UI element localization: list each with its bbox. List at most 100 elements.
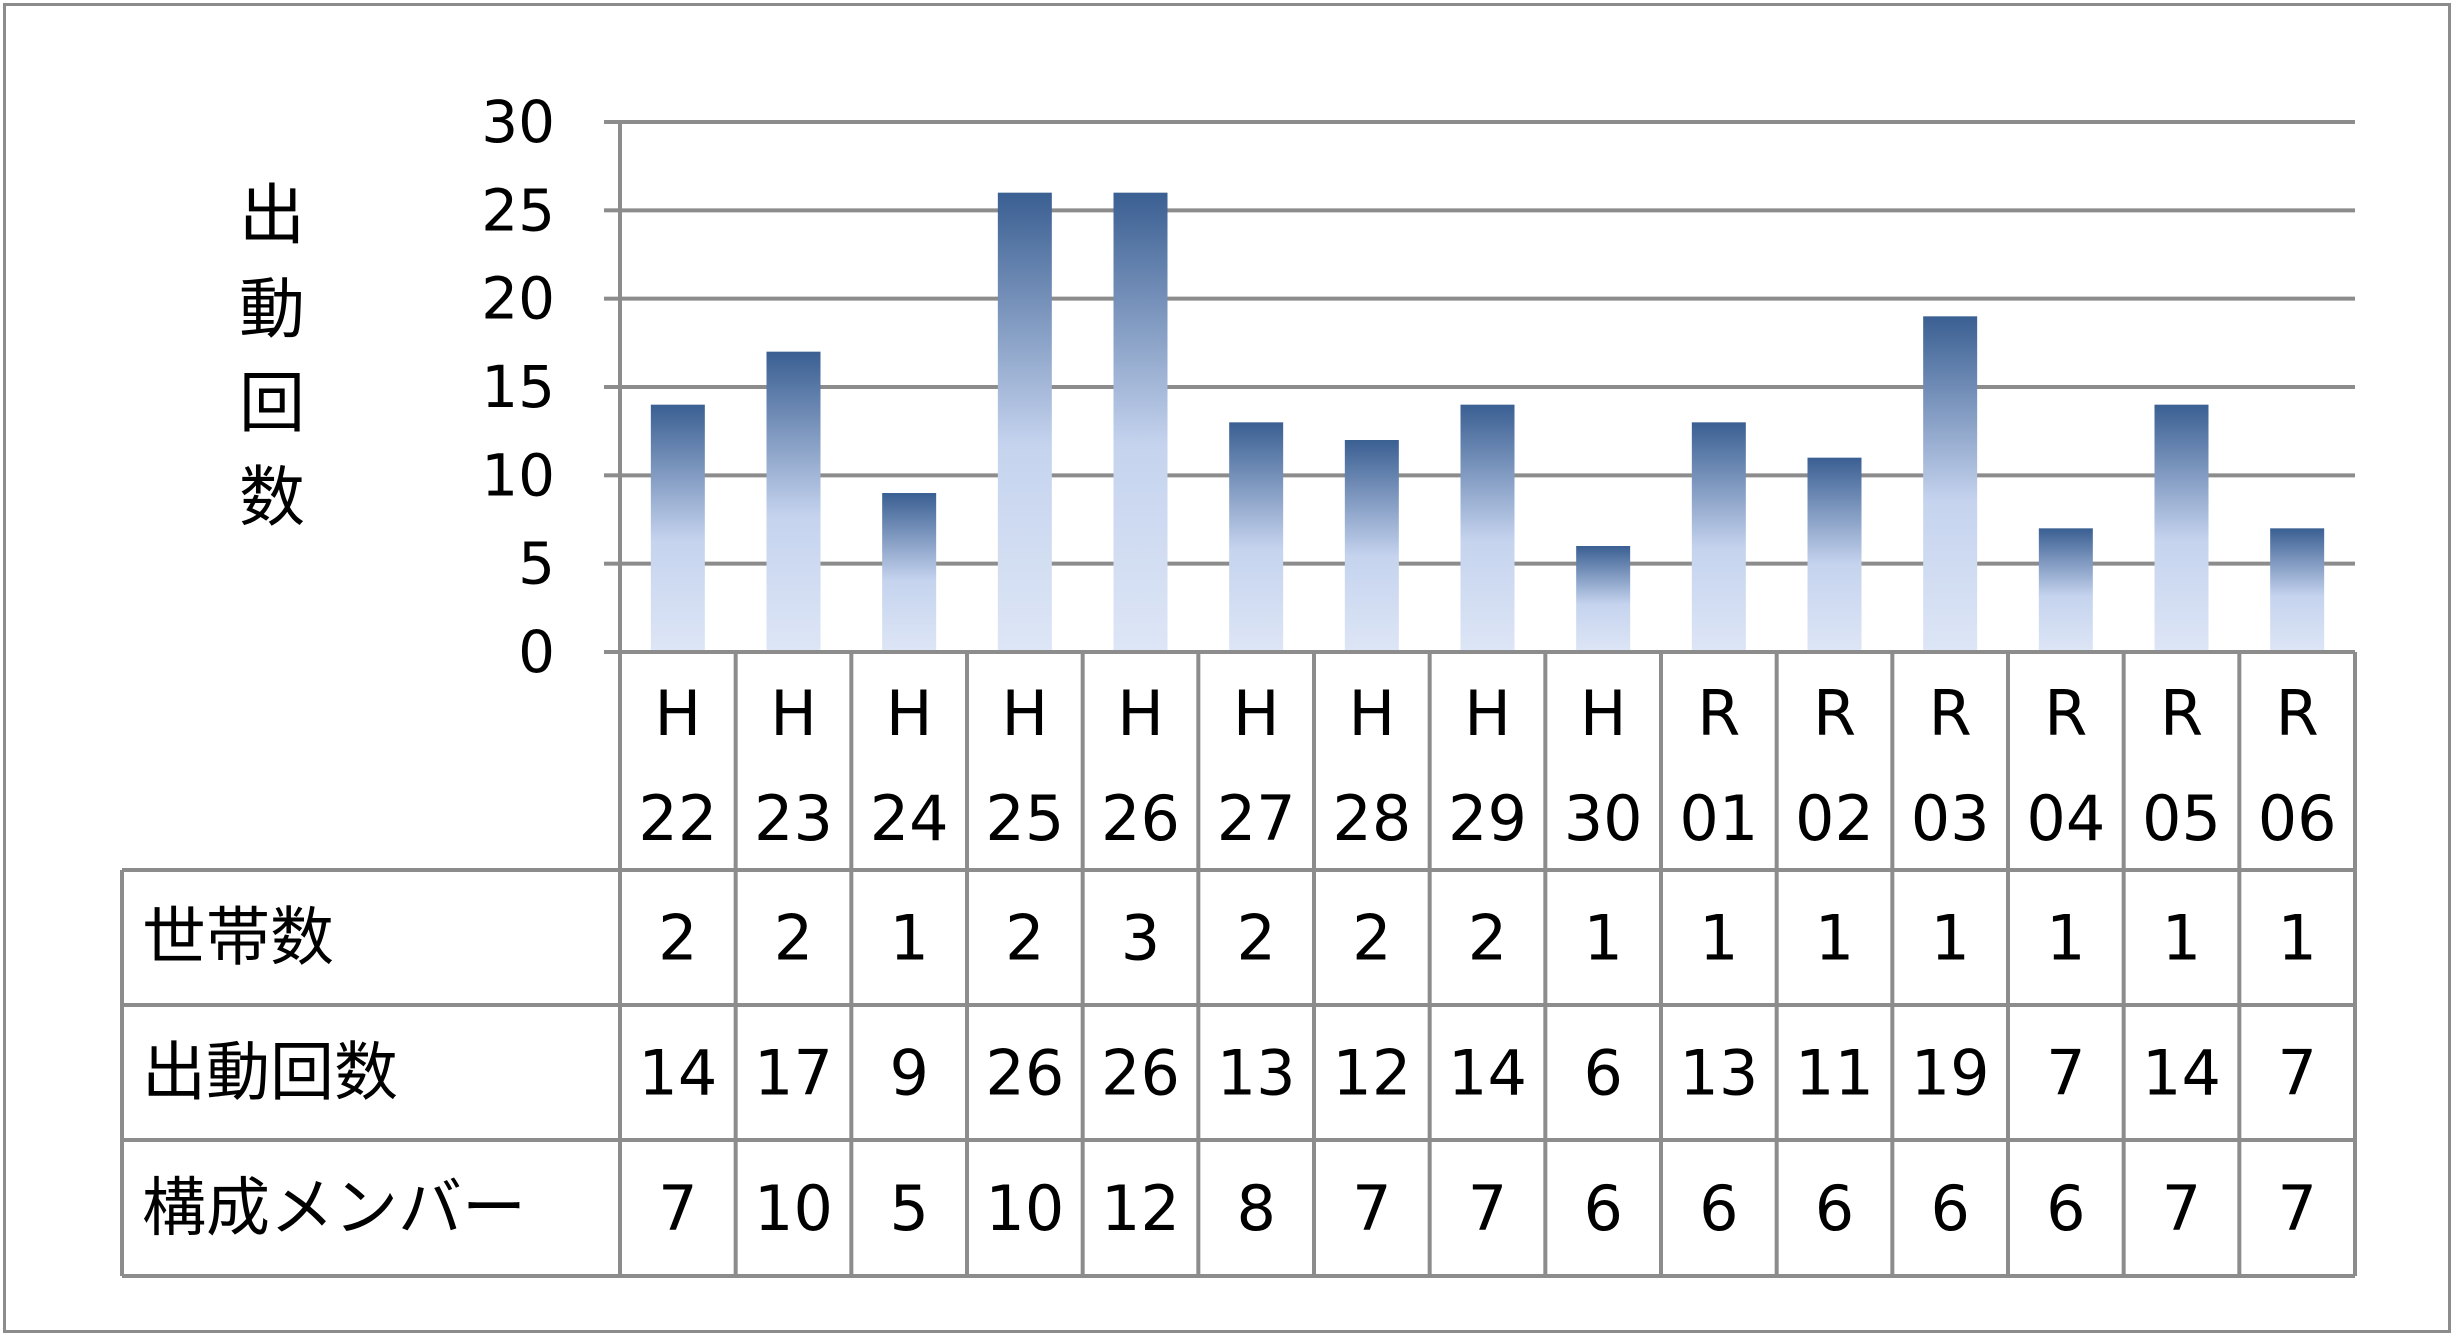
table-cell: 1 xyxy=(1583,902,1622,975)
x-tick-label: R xyxy=(2044,677,2087,750)
x-tick-label: 04 xyxy=(2026,782,2105,855)
x-tick-label: 23 xyxy=(754,782,833,855)
x-tick-label: R xyxy=(2160,677,2203,750)
bar xyxy=(1344,440,1399,652)
table-row-label: 構成メンバー xyxy=(142,1172,526,1246)
table-cell: 7 xyxy=(2046,1037,2085,1110)
y-tick-label: 30 xyxy=(481,88,555,156)
y-tick-label: 10 xyxy=(481,441,555,509)
bar xyxy=(997,192,1052,652)
bar xyxy=(2154,404,2209,652)
bar xyxy=(2038,528,2093,652)
table-cell: 11 xyxy=(1795,1037,1874,1110)
x-tick-label: 06 xyxy=(2258,782,2337,855)
table-cell: 7 xyxy=(658,1172,697,1245)
bar xyxy=(2270,528,2325,652)
x-tick-label: 30 xyxy=(1564,782,1643,855)
bar xyxy=(1113,192,1168,652)
table-cell: 26 xyxy=(1101,1037,1180,1110)
table-cell: 1 xyxy=(1930,902,1969,975)
x-tick-label: H xyxy=(1349,677,1396,750)
table-cell: 7 xyxy=(2277,1172,2316,1245)
y-tick-label: 0 xyxy=(518,618,555,686)
x-tick-label: R xyxy=(1813,677,1856,750)
y-tick-label: 15 xyxy=(481,353,555,421)
x-tick-label: 28 xyxy=(1332,782,1411,855)
table-cell: 26 xyxy=(985,1037,1064,1110)
table-cell: 2 xyxy=(1468,902,1507,975)
y-tick-label: 25 xyxy=(481,176,555,244)
table-cell: 6 xyxy=(1699,1172,1738,1245)
bar xyxy=(1807,457,1862,652)
table-cell: 6 xyxy=(2046,1172,2085,1245)
table-cell: 2 xyxy=(1236,902,1275,975)
bar xyxy=(882,493,937,652)
x-tick-label: R xyxy=(1697,677,1740,750)
x-tick-label: H xyxy=(1580,677,1627,750)
table-cell: 2 xyxy=(1352,902,1391,975)
table-row-label: 出動回数 xyxy=(142,1037,398,1111)
bar xyxy=(650,404,705,652)
bars xyxy=(650,192,2325,652)
table-cell: 10 xyxy=(754,1172,833,1245)
y-tick-label: 20 xyxy=(481,265,555,333)
table-cell: 7 xyxy=(1468,1172,1507,1245)
y-axis-label: 出動回数 xyxy=(239,177,305,536)
table-cell: 12 xyxy=(1101,1172,1180,1245)
y-tick-label: 5 xyxy=(518,530,555,598)
table-cell: 10 xyxy=(985,1172,1064,1245)
x-tick-label: 25 xyxy=(985,782,1064,855)
table-cell: 13 xyxy=(1217,1037,1296,1110)
table-cell: 1 xyxy=(2277,902,2316,975)
table-cell: 1 xyxy=(2046,902,2085,975)
x-tick-label: 01 xyxy=(1679,782,1758,855)
table-cell: 14 xyxy=(2142,1037,2221,1110)
table-cell: 1 xyxy=(889,902,928,975)
table-cell: 6 xyxy=(1583,1172,1622,1245)
table-cell: 5 xyxy=(889,1172,928,1245)
x-tick-label: 02 xyxy=(1795,782,1874,855)
bar xyxy=(1460,404,1515,652)
x-tick-label: H xyxy=(655,677,702,750)
x-tick-label: 26 xyxy=(1101,782,1180,855)
table-cell: 8 xyxy=(1236,1172,1275,1245)
x-tick-label: 03 xyxy=(1911,782,1990,855)
x-tick-label: H xyxy=(770,677,817,750)
y-tick-labels: 0 5 10 15 20 25 30 xyxy=(481,88,555,686)
bar xyxy=(1923,316,1978,652)
x-tick-label: H xyxy=(886,677,933,750)
data-table: H22H23H24H25H26H27H28H29H30R01R02R03R04R… xyxy=(120,650,2357,1278)
table-cell: 14 xyxy=(1448,1037,1527,1110)
x-tick-label: 22 xyxy=(638,782,717,855)
table-cell: 7 xyxy=(2277,1037,2316,1110)
table-cell: 6 xyxy=(1930,1172,1969,1245)
x-tick-label: 24 xyxy=(870,782,949,855)
bar xyxy=(1576,546,1631,652)
x-tick-label: 27 xyxy=(1217,782,1296,855)
x-tick-label: H xyxy=(1233,677,1280,750)
table-cell: 9 xyxy=(889,1037,928,1110)
x-tick-label: H xyxy=(1464,677,1511,750)
table-cell: 7 xyxy=(2162,1172,2201,1245)
table-row-label: 世帯数 xyxy=(142,902,334,976)
table-cell: 3 xyxy=(1121,902,1160,975)
table-cell: 1 xyxy=(1815,902,1854,975)
bar xyxy=(1691,422,1746,652)
table-cell: 12 xyxy=(1332,1037,1411,1110)
x-tick-label: H xyxy=(1117,677,1164,750)
table-cell: 1 xyxy=(1699,902,1738,975)
table-cell: 17 xyxy=(754,1037,833,1110)
table-cell: 2 xyxy=(1005,902,1044,975)
table-cell: 6 xyxy=(1815,1172,1854,1245)
table-cell: 1 xyxy=(2162,902,2201,975)
x-tick-label: R xyxy=(2276,677,2319,750)
bar xyxy=(1229,422,1284,652)
table-cell: 2 xyxy=(658,902,697,975)
table-cell: 2 xyxy=(774,902,813,975)
bar xyxy=(766,351,821,652)
x-tick-label: 05 xyxy=(2142,782,2221,855)
x-tick-label: H xyxy=(1002,677,1049,750)
table-cell: 6 xyxy=(1583,1037,1622,1110)
x-tick-label: 29 xyxy=(1448,782,1527,855)
